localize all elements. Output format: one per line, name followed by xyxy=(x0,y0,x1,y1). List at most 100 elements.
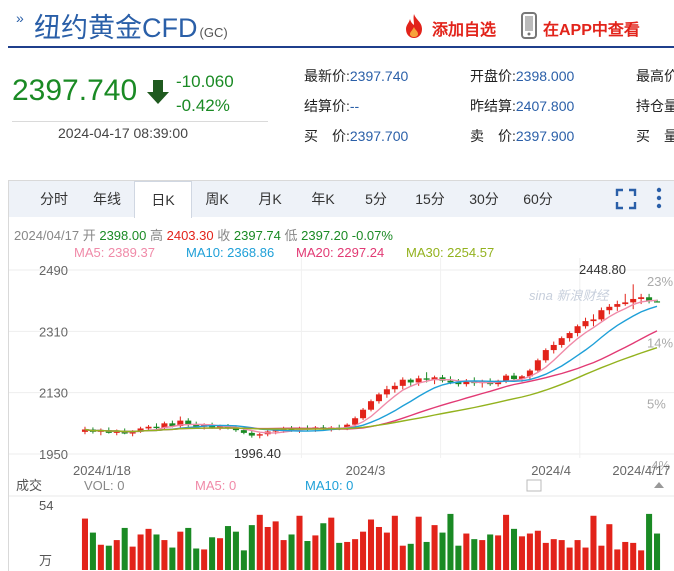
tab-weekly-k[interactable]: 周K xyxy=(205,191,229,207)
volume-bar xyxy=(447,513,454,570)
ma-line xyxy=(84,305,658,433)
volume-bar xyxy=(383,532,390,570)
tab-60min[interactable]: 60分 xyxy=(523,191,553,207)
candle-body xyxy=(654,301,661,303)
fullscreen-icon[interactable] xyxy=(614,187,638,211)
volume-bar xyxy=(455,545,462,570)
max-price-label: 2448.80 xyxy=(579,262,626,277)
volume-bar xyxy=(89,532,96,570)
volume-bar xyxy=(113,540,120,570)
x-tick-label: 2024/4 xyxy=(531,463,571,478)
candle-body xyxy=(399,379,406,386)
x-tick-label: 2024/1/18 xyxy=(73,463,131,478)
add-watchlist-button[interactable]: 添加自选 xyxy=(432,22,497,39)
candle-body xyxy=(240,430,247,433)
volume-bar xyxy=(646,513,653,570)
volume-bar xyxy=(121,527,128,570)
page-title: 纽约黄金CFD (GC) xyxy=(34,6,228,45)
kline-chart[interactable]: sina 新浪财经 2490 2310 2130 1950 23% 14% 5% -4% 2… xyxy=(9,258,674,570)
volume-bar xyxy=(487,534,494,570)
volume-bar xyxy=(320,523,327,570)
volume-title: 成交 xyxy=(16,478,42,493)
volume-bar xyxy=(431,525,438,570)
pct-tick-label: 5% xyxy=(647,397,666,412)
quote-time: 2024-04-17 08:39:00 xyxy=(58,125,188,141)
volume-bar xyxy=(439,532,446,570)
y-tick-label: 2490 xyxy=(39,263,68,278)
candle-body xyxy=(407,379,414,383)
pct-tick-label: 14% xyxy=(647,335,673,350)
tab-5min[interactable]: 5分 xyxy=(365,191,387,207)
volume-bar xyxy=(526,533,533,570)
candle-body xyxy=(646,297,653,302)
candle-body xyxy=(503,375,510,381)
price-change: -10.060 xyxy=(176,72,234,91)
x-tick-label: 2024/3 xyxy=(346,463,386,478)
volume-bar xyxy=(312,535,319,570)
y-tick-label: 2310 xyxy=(39,324,68,339)
volume-bar xyxy=(153,534,160,570)
volume-bar xyxy=(471,539,478,570)
tab-year-line[interactable]: 年线 xyxy=(93,191,121,207)
header-divider xyxy=(8,46,674,48)
more-menu-icon[interactable] xyxy=(652,186,666,210)
tab-30min[interactable]: 30分 xyxy=(469,191,499,207)
x-tick-label: 2024/4/17 xyxy=(612,463,670,478)
tab-monthly-k[interactable]: 月K xyxy=(258,191,282,207)
candle-body xyxy=(153,426,160,429)
vol-ma10-label: MA10: 0 xyxy=(305,478,353,493)
candle-body xyxy=(367,401,375,410)
open-app-button[interactable]: 在APP中查看 xyxy=(543,22,640,39)
volume-bar xyxy=(574,540,581,570)
quote-field-high: 最高价 xyxy=(636,68,674,84)
volume-bar xyxy=(550,539,557,570)
candle-body xyxy=(534,360,541,371)
instrument-name: 纽约黄金CFD xyxy=(34,13,198,43)
volume-bar xyxy=(534,530,541,570)
tab-15min[interactable]: 15分 xyxy=(415,191,445,207)
candle-body xyxy=(272,430,279,432)
tab-daily-k[interactable]: 日K xyxy=(134,181,192,218)
volume-bar xyxy=(542,542,549,570)
ma5-legend: MA5: 2389.37 xyxy=(74,245,155,260)
breadcrumb-arrow-icon: » xyxy=(16,10,24,26)
candle-body xyxy=(248,432,255,436)
volume-unit-label: 万 xyxy=(39,553,52,568)
candle-body xyxy=(526,370,533,377)
candle-body xyxy=(113,430,120,433)
candle-body xyxy=(161,423,168,429)
volume-bar xyxy=(185,527,192,570)
candle-body xyxy=(81,429,88,432)
tab-yearly-k[interactable]: 年K xyxy=(311,191,335,207)
volume-bar xyxy=(638,550,645,570)
candle-body xyxy=(129,431,136,434)
volume-bar xyxy=(232,531,239,570)
candle-body xyxy=(463,380,470,385)
flame-icon[interactable] xyxy=(401,13,427,39)
phone-icon[interactable] xyxy=(519,12,539,40)
volume-bar xyxy=(503,514,510,570)
tab-timeshare[interactable]: 分时 xyxy=(40,191,68,207)
candle-body xyxy=(598,310,605,320)
watermark: sina 新浪财经 xyxy=(529,288,610,303)
candle-body xyxy=(622,302,629,305)
vol-settings-icon[interactable] xyxy=(526,479,664,492)
volume-bar xyxy=(654,533,661,570)
candle-body xyxy=(590,319,597,322)
candle-body xyxy=(145,426,152,429)
volume-bar xyxy=(352,539,359,570)
x-axis-labels: 2024/1/18 2024/3 2024/4 2024/4/17 xyxy=(73,463,670,478)
candle-body xyxy=(431,377,438,380)
volume-bar xyxy=(97,544,104,570)
ma20-legend: MA20: 2297.24 xyxy=(296,245,385,260)
candle-body xyxy=(185,420,192,425)
volume-bar xyxy=(598,545,605,570)
candle-body xyxy=(518,376,525,380)
volume-bar xyxy=(582,547,589,570)
candle-body xyxy=(638,297,645,299)
volume-bar xyxy=(288,534,295,570)
volume-bar xyxy=(622,541,629,570)
volume-bar xyxy=(375,526,382,570)
vol-label: VOL: 0 xyxy=(84,478,124,493)
ma-line xyxy=(84,299,658,434)
